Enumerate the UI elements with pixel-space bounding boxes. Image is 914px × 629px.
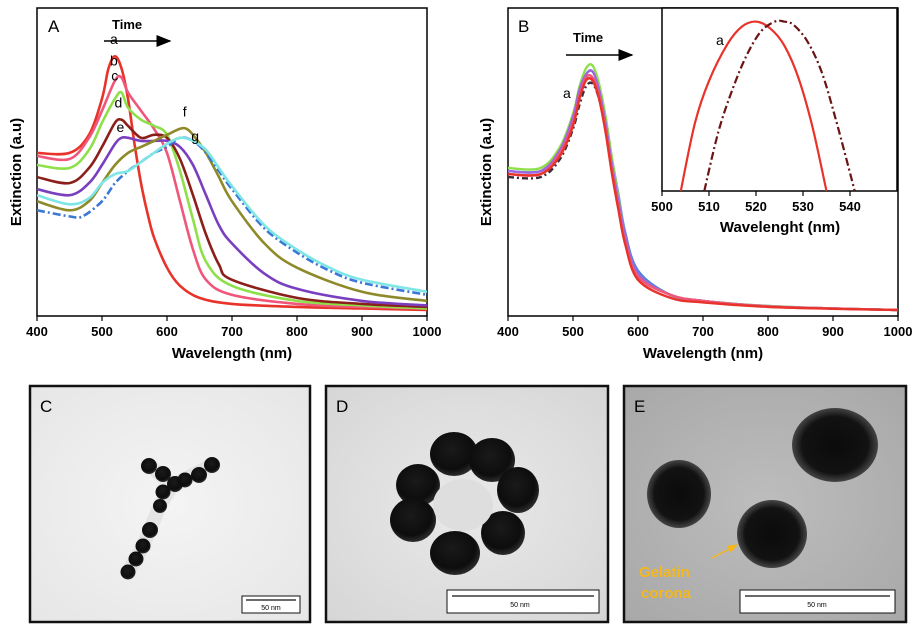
nanoparticle xyxy=(153,499,167,513)
panel-a-label: A xyxy=(48,17,60,36)
inset-curve-label-a: a xyxy=(716,32,724,48)
inset-frame xyxy=(661,7,898,192)
panel-a-curve-label-g: g xyxy=(191,128,199,144)
panel-d-scale-label: 50 nm xyxy=(510,602,530,609)
panel-b-x-tick-label: 900 xyxy=(822,324,844,339)
panel-b-x-tick-label: 400 xyxy=(497,324,519,339)
panel-d-nanoparticle-ring xyxy=(390,432,539,575)
panel-a-x-tick-label: 700 xyxy=(221,324,243,339)
panel-a-xlabel: Wavelength (nm) xyxy=(172,345,292,362)
panel-b-x-tick-label: 700 xyxy=(692,324,714,339)
nanoparticle xyxy=(737,500,807,568)
panel-b-x-tick-label: 1000 xyxy=(884,324,913,339)
panel-a-series-line-c xyxy=(37,90,427,310)
panel-a-x-tick-label: 800 xyxy=(286,324,308,339)
nanoparticle xyxy=(155,466,171,482)
panel-a-series-line-f xyxy=(37,126,427,303)
panel-b-time-label: Time xyxy=(573,30,603,45)
panel-a-series-line-b xyxy=(37,74,427,310)
panel-b-inset: a 500 510 520 530 540 Wavelenght (nm) xyxy=(651,7,898,236)
nanoparticle xyxy=(497,467,539,513)
inset-series-line-1 xyxy=(703,19,856,191)
panel-a-x-tick-label: 1000 xyxy=(413,324,442,339)
nanoparticle xyxy=(204,457,220,473)
panel-c-image xyxy=(28,384,312,624)
panel-e-scale-label: 50 nm xyxy=(807,602,827,609)
panel-d-label: D xyxy=(336,397,348,416)
panel-a-x-tick-label: 600 xyxy=(156,324,178,339)
nanoparticle xyxy=(128,551,144,567)
panel-b-ylabel: Extinction (a.u) xyxy=(478,118,495,226)
panel-b-curve-label-a: a xyxy=(563,85,571,101)
panel-b-x-tick-label: 600 xyxy=(627,324,649,339)
panel-e-label: E xyxy=(634,397,645,416)
panel-a-ylabel: Extinction (a.u) xyxy=(8,118,25,226)
inset-x-tick-label: 520 xyxy=(745,199,767,214)
nanoparticle xyxy=(155,484,171,500)
nanoparticle xyxy=(430,432,478,476)
panel-a-series xyxy=(37,55,427,312)
inset-x-tick-label: 530 xyxy=(792,199,814,214)
inset-x-tick-label: 500 xyxy=(651,199,673,214)
panel-a-curve-label-f: f xyxy=(183,104,187,120)
nanoparticle xyxy=(191,467,207,483)
nanoparticle xyxy=(647,460,711,528)
panel-a-series-line-g xyxy=(37,136,427,297)
panel-a-series-line-e xyxy=(37,135,427,307)
panel-c-scale-label: 50 nm xyxy=(261,605,281,612)
panel-a-series-line-7 xyxy=(37,136,427,294)
panel-b-series-line-a xyxy=(508,77,898,312)
inset-series xyxy=(679,19,856,191)
panel-b-label: B xyxy=(518,17,529,36)
panel-a-x-ticks: 400 500 600 700 800 900 1000 xyxy=(26,316,441,339)
inset-x-tick-label: 510 xyxy=(698,199,720,214)
panel-a-curve-label-e: e xyxy=(117,119,125,135)
panel-b: B Time a 400 500 600 700 800 900 1000 Waveleng… xyxy=(478,7,912,362)
inset-x-tick-label: 540 xyxy=(839,199,861,214)
nanoparticle xyxy=(390,498,436,542)
panel-b-x-ticks: 400 500 600 700 800 900 1000 xyxy=(497,316,912,339)
nanoparticle xyxy=(430,531,480,575)
panel-b-x-tick-label: 500 xyxy=(562,324,584,339)
inset-xlabel: Wavelenght (nm) xyxy=(720,219,840,236)
panel-c-label: C xyxy=(40,397,52,416)
nanoparticle xyxy=(396,464,440,506)
nanoparticle xyxy=(481,511,525,555)
panel-b-series xyxy=(508,63,898,312)
nanoparticle xyxy=(792,408,878,482)
nanoparticle xyxy=(469,438,515,482)
panel-b-xlabel: Wavelength (nm) xyxy=(643,345,763,362)
panel-c-nanoparticle-chain xyxy=(120,457,220,580)
panel-d: D 50 nm xyxy=(324,384,610,624)
nanoparticle xyxy=(135,538,151,554)
gelatin-corona-label-line1: Gelatin xyxy=(639,564,690,581)
panel-a-x-tick-label: 900 xyxy=(351,324,373,339)
panel-a-series-line-a xyxy=(37,55,427,312)
panel-a-curve-label-d: d xyxy=(115,95,123,111)
panel-c: C 50 nm xyxy=(28,384,312,624)
panel-a-x-tick-label: 500 xyxy=(91,324,113,339)
ring-center xyxy=(433,479,493,531)
panel-a-series-line-d xyxy=(37,117,427,309)
gelatin-corona-label-line2: corona xyxy=(641,585,692,602)
inset-x-ticks: 500 510 520 530 540 xyxy=(651,191,861,214)
panel-a-frame xyxy=(36,7,428,317)
panel-a-curve-label-b: b xyxy=(110,52,118,68)
nanoparticle xyxy=(142,522,158,538)
nanoparticle xyxy=(177,472,193,488)
panel-a-curve-label-a: a xyxy=(110,31,118,47)
nanoparticle xyxy=(120,564,136,580)
panel-b-x-tick-label: 800 xyxy=(757,324,779,339)
inset-series-line-a xyxy=(679,20,828,191)
panel-e: E Gelatin corona 50 nm xyxy=(622,384,908,624)
panel-a-x-tick-label: 400 xyxy=(26,324,48,339)
gelatin-corona-arrow xyxy=(711,544,739,559)
panel-a-curve-label-c: c xyxy=(111,67,118,83)
panel-a-time-label: Time xyxy=(112,17,142,32)
nanoparticle xyxy=(141,458,157,474)
